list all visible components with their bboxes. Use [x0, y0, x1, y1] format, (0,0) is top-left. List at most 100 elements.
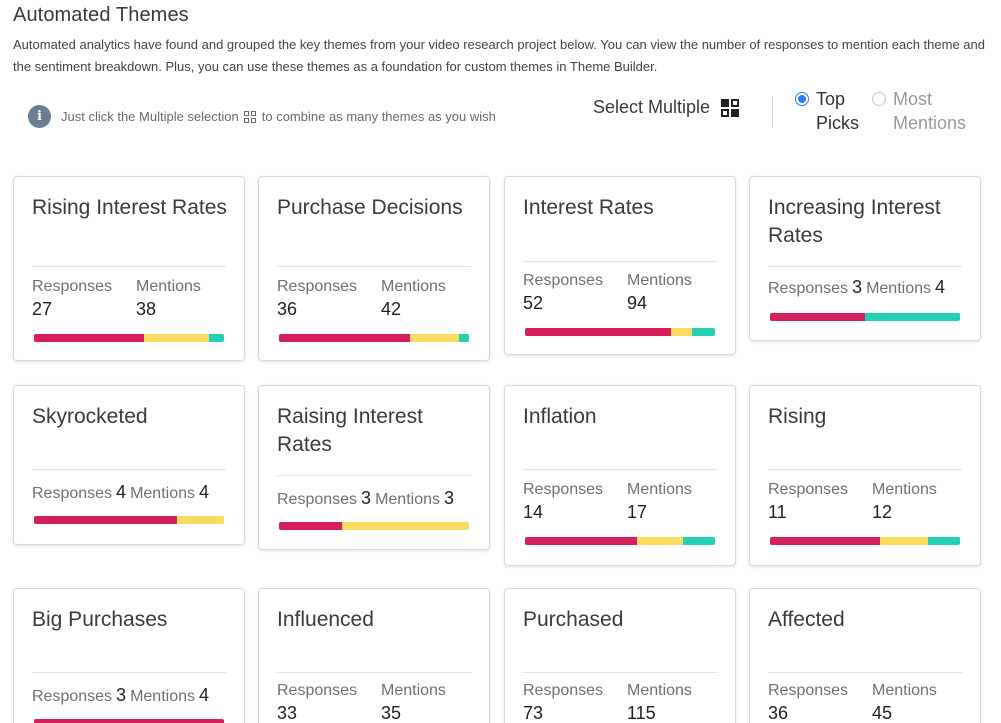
- responses-block: Responses 36: [277, 277, 357, 321]
- mentions-block: Mentions 35: [381, 681, 446, 723]
- theme-card[interactable]: Affected Responses 36 Mentions 45: [749, 588, 981, 723]
- theme-card[interactable]: Big Purchases Responses 3 Mentions 4: [13, 588, 245, 723]
- responses-block: Responses 14: [523, 480, 603, 524]
- card-divider: [32, 672, 226, 673]
- theme-title: Inflation: [523, 405, 597, 428]
- responses-label: Responses: [32, 688, 113, 705]
- sentiment-bar: [34, 719, 224, 723]
- responses-count: 4: [116, 482, 127, 502]
- sentiment-neutral-segment: [637, 537, 683, 545]
- card-divider: [32, 266, 226, 267]
- theme-card[interactable]: Inflation Responses 14 Mentions 17: [504, 385, 736, 566]
- sentiment-neutral-segment: [176, 516, 224, 524]
- card-divider: [768, 266, 962, 267]
- sentiment-neutral-segment: [410, 334, 460, 342]
- responses-label: Responses: [523, 272, 604, 289]
- theme-title: Rising Interest Rates: [32, 196, 227, 219]
- card-divider: [768, 469, 962, 470]
- mentions-block: Mentions 42: [381, 277, 446, 321]
- sentiment-positive-segment: [865, 313, 960, 321]
- mentions-block: Mentions 115: [627, 681, 692, 723]
- responses-block: Responses 73: [523, 681, 603, 723]
- theme-title: Influenced: [277, 608, 374, 631]
- theme-card[interactable]: Rising Interest Rates Responses 27 Mentions…: [13, 176, 245, 361]
- mentions-count: 45: [872, 703, 893, 723]
- card-divider: [277, 266, 471, 267]
- mentions-count: 3: [443, 488, 454, 508]
- sentiment-negative-segment: [525, 537, 638, 545]
- multiple-selection-icon: [243, 110, 256, 123]
- sentiment-bar: [279, 334, 469, 342]
- mentions-label: Mentions: [866, 280, 931, 297]
- theme-card[interactable]: Interest Rates Responses 52 Mentions 94: [504, 176, 736, 355]
- theme-title: Affected: [768, 608, 845, 631]
- responses-block: Responses 33: [277, 681, 357, 723]
- theme-title: Big Purchases: [32, 608, 168, 631]
- sentiment-negative-segment: [770, 313, 865, 321]
- select-multiple-button[interactable]: Select Multiple: [593, 97, 740, 118]
- theme-card[interactable]: Rising Responses 11 Mentions 12: [749, 385, 981, 566]
- theme-card[interactable]: Influenced Responses 33 Mentions 35: [258, 588, 490, 723]
- responses-label: Responses: [768, 481, 849, 498]
- responses-count: 11: [768, 502, 787, 522]
- responses-block: Responses 27: [32, 277, 112, 321]
- select-multiple-label: Select Multiple: [593, 97, 711, 117]
- mentions-label: Mentions: [130, 485, 195, 502]
- theme-card[interactable]: Purchased Responses 73 Mentions 115: [504, 588, 736, 723]
- mentions-count: 4: [198, 482, 209, 502]
- card-divider: [768, 672, 962, 673]
- info-icon: i: [28, 105, 51, 128]
- mentions-label: Mentions: [130, 688, 195, 705]
- mentions-count: 4: [934, 277, 945, 297]
- responses-count: 27: [32, 299, 53, 319]
- responses-label: Responses: [277, 491, 358, 508]
- sentiment-bar: [525, 537, 715, 545]
- sentiment-positive-segment: [692, 328, 715, 336]
- theme-title: Increasing Interest Rates: [768, 196, 941, 247]
- page-description: Automated analytics have found and group…: [13, 37, 985, 74]
- sentiment-bar: [279, 522, 469, 530]
- mentions-count: 38: [136, 299, 157, 319]
- mentions-label: Mentions: [627, 481, 692, 498]
- sentiment-bar: [525, 328, 715, 336]
- select-multiple-icon: [721, 98, 740, 117]
- card-divider: [277, 672, 471, 673]
- mentions-block: Mentions 94: [627, 271, 692, 315]
- sentiment-neutral-segment: [671, 328, 693, 336]
- mentions-count: 12: [872, 502, 893, 522]
- theme-card[interactable]: Increasing Interest Rates Responses 3 Menti…: [749, 176, 981, 341]
- mentions-label: Mentions: [627, 272, 692, 289]
- theme-card[interactable]: Skyrocketed Responses 4 Mentions 4: [13, 385, 245, 545]
- mentions-count: 35: [381, 703, 402, 723]
- sentiment-positive-segment: [208, 334, 224, 342]
- responses-label: Responses: [277, 278, 358, 295]
- theme-card[interactable]: Raising Interest Rates Responses 3 Mentions…: [258, 385, 490, 550]
- sentiment-positive-segment: [682, 537, 715, 545]
- sentiment-negative-segment: [525, 328, 672, 336]
- theme-title: Purchase Decisions: [277, 196, 463, 219]
- mentions-block: Mentions 45: [872, 681, 937, 723]
- theme-stats: Responses 3 Mentions 4: [32, 685, 213, 706]
- sentiment-bar: [34, 334, 224, 342]
- radio-unselected-icon: [872, 92, 886, 106]
- responses-count: 3: [852, 277, 863, 297]
- sentiment-bar: [770, 537, 960, 545]
- mentions-label: Mentions: [627, 682, 692, 699]
- mentions-label: Mentions: [136, 278, 201, 295]
- sort-option-label: Top Picks: [816, 89, 860, 133]
- responses-block: Responses 52: [523, 271, 603, 315]
- sentiment-negative-segment: [770, 537, 881, 545]
- sentiment-bar: [34, 516, 224, 524]
- sentiment-neutral-segment: [341, 522, 469, 530]
- info-text-after: to combine as many themes as you wish: [261, 109, 496, 124]
- theme-stats: Responses 3 Mentions 3: [277, 488, 458, 509]
- sentiment-negative-segment: [279, 522, 342, 530]
- card-divider: [523, 261, 717, 262]
- sort-option-most-mentions[interactable]: Most Mentions: [872, 87, 966, 135]
- sort-option-top-picks[interactable]: Top Picks: [795, 87, 859, 135]
- mentions-block: Mentions 38: [136, 277, 201, 321]
- responses-count: 14: [523, 502, 544, 522]
- responses-count: 33: [277, 703, 298, 723]
- theme-card[interactable]: Purchase Decisions Responses 36 Mentions 42: [258, 176, 490, 361]
- mentions-count: 17: [627, 502, 648, 522]
